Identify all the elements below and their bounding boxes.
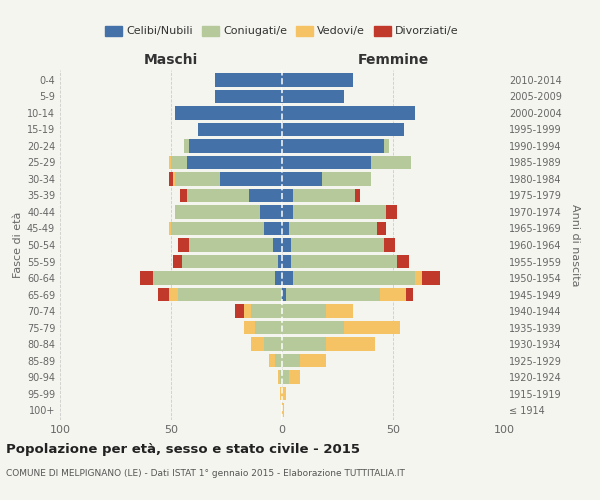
Bar <box>293 189 355 202</box>
Bar <box>189 238 273 252</box>
Bar <box>264 222 282 235</box>
Bar <box>182 255 278 268</box>
Bar <box>197 123 282 136</box>
Bar <box>300 354 326 367</box>
Bar <box>326 304 353 318</box>
Bar <box>286 288 380 301</box>
Bar <box>215 74 282 86</box>
Bar <box>282 304 326 318</box>
Bar <box>282 354 300 367</box>
Bar <box>422 272 440 284</box>
Bar <box>235 304 244 318</box>
Bar <box>171 222 264 235</box>
Text: COMUNE DI MELPIGNANO (LE) - Dati ISTAT 1° gennaio 2015 - Elaborazione TUTTITALIA: COMUNE DI MELPIGNANO (LE) - Dati ISTAT 1… <box>6 469 405 478</box>
Bar <box>175 206 260 218</box>
Bar <box>184 140 189 152</box>
Bar <box>175 106 282 120</box>
Bar <box>282 189 293 202</box>
Bar <box>173 255 182 268</box>
Bar <box>180 189 187 202</box>
Bar <box>273 238 282 252</box>
Bar <box>384 238 395 252</box>
Bar <box>282 90 344 103</box>
Bar <box>178 238 189 252</box>
Bar <box>251 304 282 318</box>
Bar <box>169 156 171 169</box>
Bar <box>282 370 289 384</box>
Bar <box>178 288 282 301</box>
Bar <box>355 189 360 202</box>
Bar <box>282 74 353 86</box>
Bar <box>158 288 169 301</box>
Bar <box>278 370 280 384</box>
Bar <box>397 255 409 268</box>
Bar <box>244 304 251 318</box>
Bar <box>249 189 282 202</box>
Legend: Celibi/Nubili, Coniugati/e, Vedovi/e, Divorziati/e: Celibi/Nubili, Coniugati/e, Vedovi/e, Di… <box>106 26 458 36</box>
Bar <box>187 156 282 169</box>
Bar <box>187 189 249 202</box>
Bar <box>344 321 400 334</box>
Bar <box>386 206 397 218</box>
Bar <box>282 288 286 301</box>
Bar <box>282 156 371 169</box>
Bar <box>251 338 264 350</box>
Bar <box>264 338 282 350</box>
Bar <box>291 238 384 252</box>
Bar <box>406 288 413 301</box>
Bar <box>169 222 171 235</box>
Bar <box>215 90 282 103</box>
Bar <box>282 387 286 400</box>
Bar <box>293 206 386 218</box>
Bar <box>291 255 397 268</box>
Bar <box>371 156 411 169</box>
Bar <box>260 206 282 218</box>
Bar <box>282 272 293 284</box>
Bar <box>175 172 220 186</box>
Bar <box>282 255 291 268</box>
Bar <box>282 238 291 252</box>
Y-axis label: Anni di nascita: Anni di nascita <box>570 204 580 286</box>
Bar <box>280 387 282 400</box>
Bar <box>282 321 344 334</box>
Bar <box>280 370 282 384</box>
Bar <box>171 156 187 169</box>
Bar <box>289 370 300 384</box>
Bar <box>415 272 422 284</box>
Bar <box>384 140 389 152</box>
Bar <box>293 272 415 284</box>
Bar <box>326 338 375 350</box>
Bar <box>282 172 322 186</box>
Bar <box>282 140 384 152</box>
Bar <box>289 222 377 235</box>
Bar <box>282 222 289 235</box>
Bar <box>256 321 282 334</box>
Bar <box>220 172 282 186</box>
Bar <box>169 288 178 301</box>
Bar <box>380 288 406 301</box>
Bar <box>278 255 282 268</box>
Bar <box>282 206 293 218</box>
Bar <box>282 404 284 416</box>
Text: Femmine: Femmine <box>358 54 428 68</box>
Bar <box>169 172 173 186</box>
Bar <box>282 123 404 136</box>
Bar <box>282 338 326 350</box>
Text: Maschi: Maschi <box>144 54 198 68</box>
Bar <box>322 172 371 186</box>
Bar <box>140 272 153 284</box>
Bar <box>189 140 282 152</box>
Bar <box>275 354 282 367</box>
Y-axis label: Fasce di età: Fasce di età <box>13 212 23 278</box>
Bar <box>244 321 256 334</box>
Text: Popolazione per età, sesso e stato civile - 2015: Popolazione per età, sesso e stato civil… <box>6 442 360 456</box>
Bar <box>275 272 282 284</box>
Bar <box>269 354 275 367</box>
Bar <box>153 272 275 284</box>
Bar <box>173 172 175 186</box>
Bar <box>282 106 415 120</box>
Bar <box>377 222 386 235</box>
